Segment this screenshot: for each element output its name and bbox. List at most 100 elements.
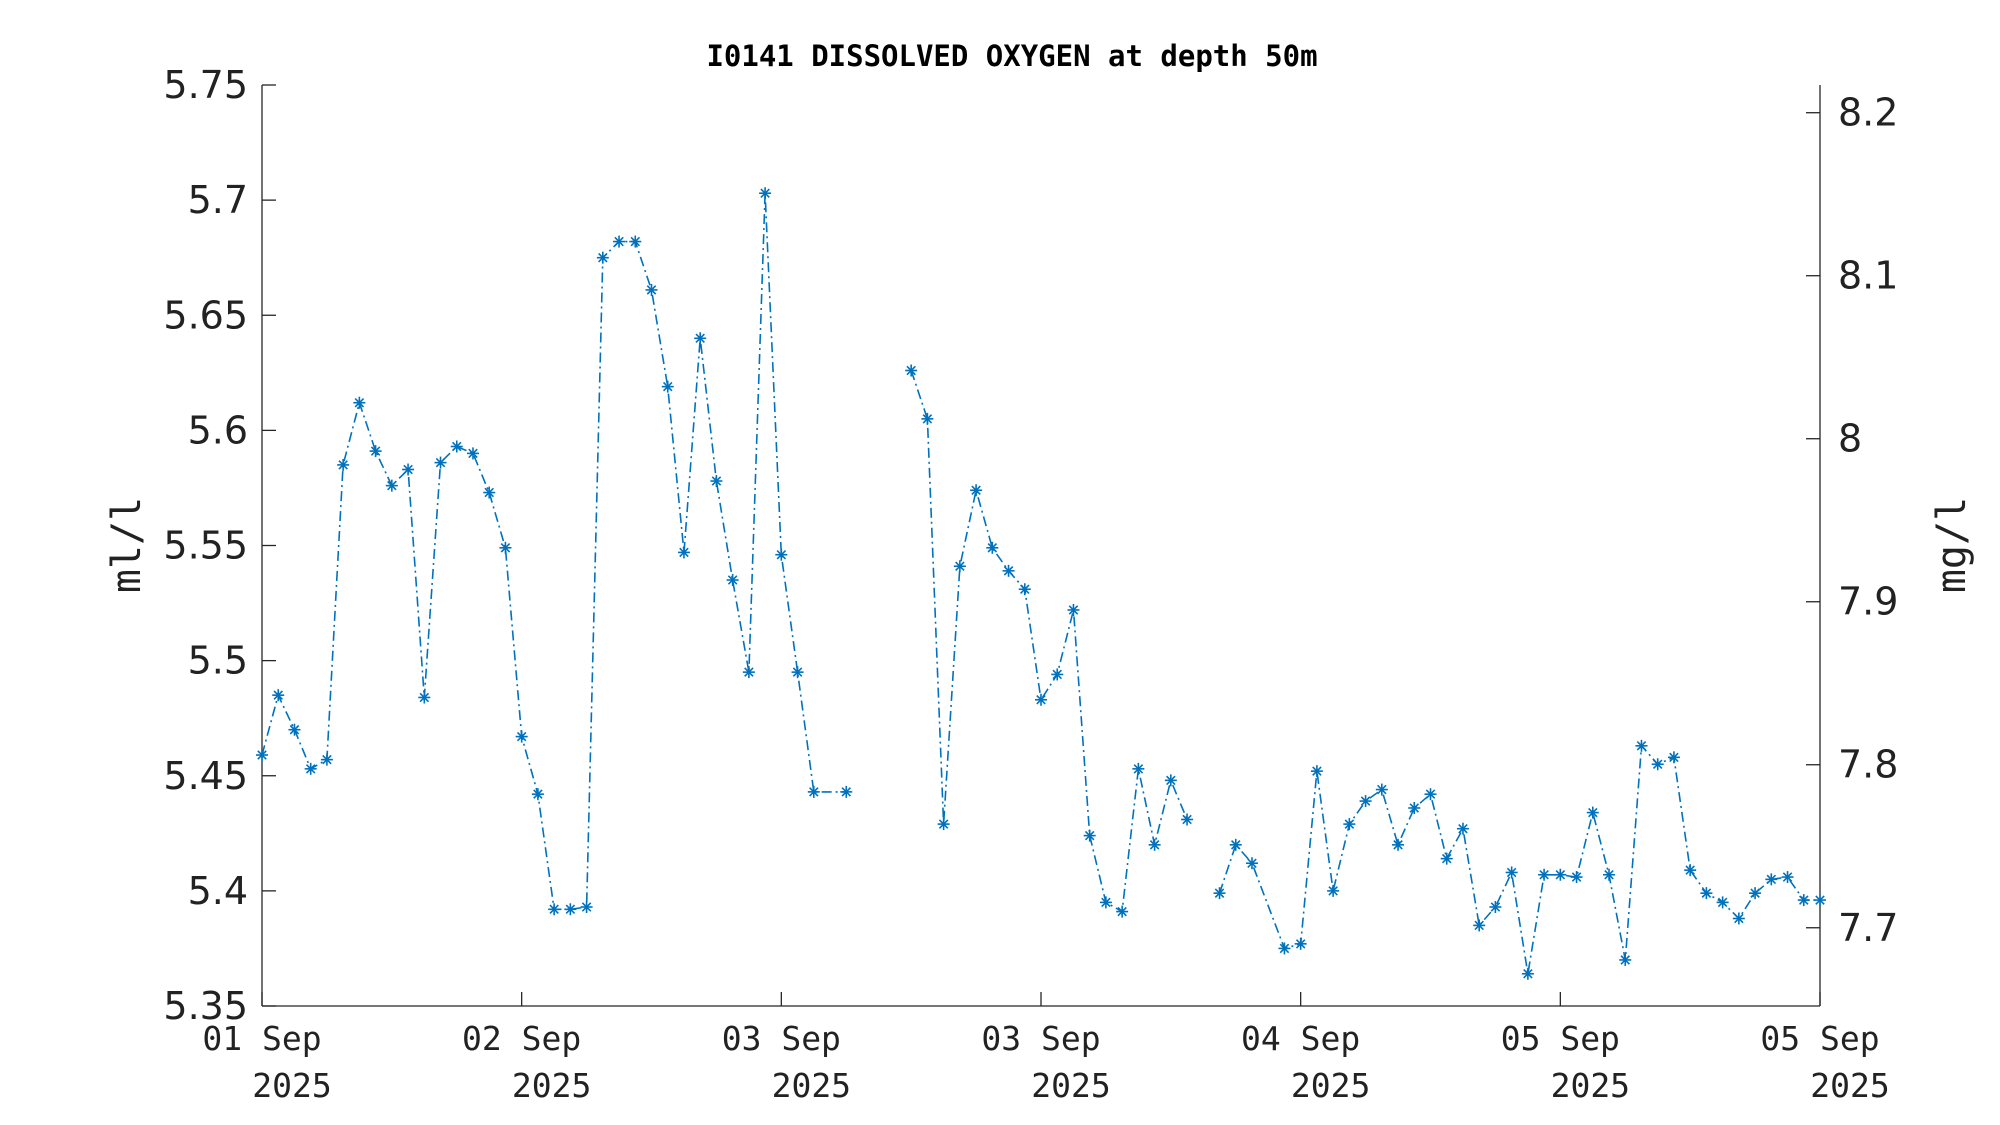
y2-axis-label: mg/l	[1929, 497, 1975, 593]
data-point	[1359, 795, 1372, 808]
y-axis-label: ml/l	[104, 497, 150, 593]
data-point	[418, 691, 431, 704]
x-tick-label-year: 2025	[1810, 1066, 1889, 1105]
data-point	[1684, 864, 1697, 877]
y2-tick-label: 7.9	[1838, 580, 1898, 624]
data-point	[775, 548, 788, 561]
data-point	[483, 486, 496, 499]
data-point	[564, 903, 577, 916]
y2-tick-label: 7.7	[1838, 906, 1898, 950]
data-point	[256, 749, 268, 762]
data-point	[791, 666, 804, 679]
data-point	[596, 251, 609, 264]
data-point	[1473, 919, 1486, 932]
data-point	[1002, 564, 1015, 577]
data-point	[921, 412, 934, 425]
data-point	[1781, 871, 1794, 884]
data-point	[320, 753, 333, 766]
data-point	[1749, 887, 1762, 900]
data-point	[1570, 871, 1583, 884]
data-point	[1132, 762, 1145, 775]
data-point	[1181, 813, 1194, 826]
data-point	[1018, 583, 1031, 596]
x-tick-label-day: 05 Sep	[1501, 1019, 1620, 1058]
y-tick-label: 5.55	[163, 524, 248, 568]
y-tick-label: 5.7	[188, 178, 248, 222]
data-point	[1245, 857, 1258, 870]
y-tick-label: 5.5	[188, 639, 248, 683]
data-point	[531, 788, 544, 801]
data-point	[726, 574, 739, 587]
plot-area: 5.35 5.4 5.45 5.5 5.55 5.6 5.65 5.7 5.75 7.7 7.8 7.…	[163, 63, 1898, 1105]
y-tick-label: 5.75	[163, 63, 248, 107]
data-point	[1635, 739, 1648, 752]
data-point	[1310, 765, 1323, 778]
data-point	[986, 541, 999, 554]
series-line	[261, 193, 847, 911]
data-point	[759, 187, 772, 200]
data-point	[1765, 873, 1778, 886]
y2-tick-label: 8.1	[1838, 254, 1898, 298]
data-point	[742, 666, 755, 679]
y2-tick-label: 8	[1838, 417, 1862, 461]
x-tick-label-year: 2025	[772, 1066, 851, 1105]
data-point	[337, 458, 350, 471]
data-point	[710, 475, 723, 488]
data-point	[1456, 822, 1469, 835]
data-point	[548, 903, 561, 916]
data-point	[1603, 868, 1616, 881]
x-tick-label-year: 2025	[252, 1066, 331, 1105]
y2-tick-label: 8.2	[1838, 91, 1898, 135]
data-point	[1732, 912, 1745, 925]
data-point	[1099, 896, 1112, 909]
data-point	[1797, 894, 1810, 907]
data-point	[953, 560, 966, 573]
x-tick-label-day: 03 Sep	[722, 1019, 841, 1058]
y-tick-label: 5.4	[188, 869, 248, 913]
data-point	[970, 484, 983, 497]
x-tick-label-day: 05 Sep	[1760, 1019, 1879, 1058]
data-point	[1327, 884, 1340, 897]
data-point	[1538, 868, 1551, 881]
data-point	[1375, 783, 1388, 796]
data-point	[1116, 905, 1129, 918]
data-point	[1229, 838, 1242, 851]
y-tick-label: 5.35	[163, 984, 248, 1028]
data-point	[434, 456, 447, 469]
data-point	[369, 445, 382, 458]
x-tick-label-year: 2025	[1031, 1066, 1110, 1105]
data-point	[272, 689, 285, 702]
data-point	[1278, 942, 1291, 955]
data-point	[1521, 967, 1534, 980]
data-point	[304, 762, 317, 775]
data-point	[1814, 894, 1826, 907]
x-tick-label-day: 01 Sep	[202, 1019, 321, 1058]
data-point	[807, 785, 820, 798]
data-point	[1035, 693, 1047, 706]
data-point	[1440, 852, 1453, 865]
data-point	[905, 364, 918, 377]
data-point	[1424, 788, 1437, 801]
data-point	[1586, 806, 1599, 819]
y-tick-label: 5.65	[163, 293, 248, 337]
y-tick-label: 5.6	[188, 408, 248, 452]
x-tick-label-year: 2025	[1291, 1066, 1370, 1105]
data-point	[402, 463, 415, 476]
data-point	[1294, 937, 1307, 950]
data-point	[1554, 868, 1567, 881]
data-point	[1505, 866, 1518, 879]
data-point	[1651, 758, 1664, 771]
data-point	[661, 380, 674, 393]
data-point	[353, 396, 366, 409]
data-point	[1083, 829, 1096, 842]
data-point	[1667, 751, 1680, 764]
data-point	[1164, 774, 1177, 787]
data-point	[629, 235, 642, 248]
series-line	[910, 370, 1188, 913]
data-point	[466, 447, 479, 460]
data-point	[1051, 668, 1064, 681]
data-point	[1489, 900, 1502, 913]
x-tick-label-day: 02 Sep	[462, 1019, 581, 1058]
data-point	[1343, 818, 1356, 831]
